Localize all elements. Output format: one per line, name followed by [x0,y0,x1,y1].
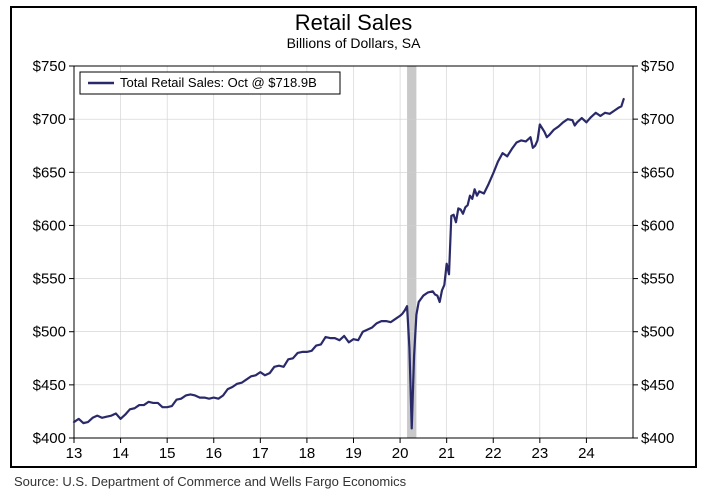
source-text: Source: U.S. Department of Commerce and … [14,474,406,489]
x-tick-label: 17 [252,445,269,462]
y-tick-label: $400 [33,430,66,447]
chart-title: Retail Sales [295,10,412,35]
y-tick-label: $550 [641,271,674,288]
x-tick-label: 22 [485,445,502,462]
y-tick-label: $400 [641,430,674,447]
x-tick-label: 19 [345,445,362,462]
y-tick-label: $600 [33,217,66,234]
legend-label: Total Retail Sales: Oct @ $718.9B [120,75,317,90]
x-tick-label: 20 [392,445,409,462]
x-tick-label: 18 [299,445,316,462]
x-tick-label: 13 [66,445,83,462]
y-tick-label: $700 [33,111,66,128]
chart-svg: Retail SalesBillions of Dollars, SA $400 $… [12,8,695,466]
y-tick-label: $650 [33,164,66,181]
y-tick-label: $500 [641,324,674,341]
chart-frame: Retail SalesBillions of Dollars, SA $400 $… [10,6,697,468]
y-tick-label: $650 [641,164,674,181]
x-tick-label: 24 [578,445,595,462]
x-tick-label: 21 [438,445,455,462]
x-tick-label: 23 [531,445,548,462]
y-tick-label: $750 [641,58,674,75]
y-tick-label: $750 [33,58,66,75]
y-tick-label: $700 [641,111,674,128]
chart-subtitle: Billions of Dollars, SA [287,35,421,51]
y-tick-label: $550 [33,271,66,288]
x-tick-label: 15 [159,445,176,462]
chart-container: Retail SalesBillions of Dollars, SA $400 $… [0,0,707,501]
y-tick-label: $600 [641,217,674,234]
y-tick-label: $450 [641,377,674,394]
x-tick-label: 14 [112,445,129,462]
x-tick-label: 16 [205,445,222,462]
y-tick-label: $450 [33,377,66,394]
y-tick-label: $500 [33,324,66,341]
shade-band [407,66,416,438]
